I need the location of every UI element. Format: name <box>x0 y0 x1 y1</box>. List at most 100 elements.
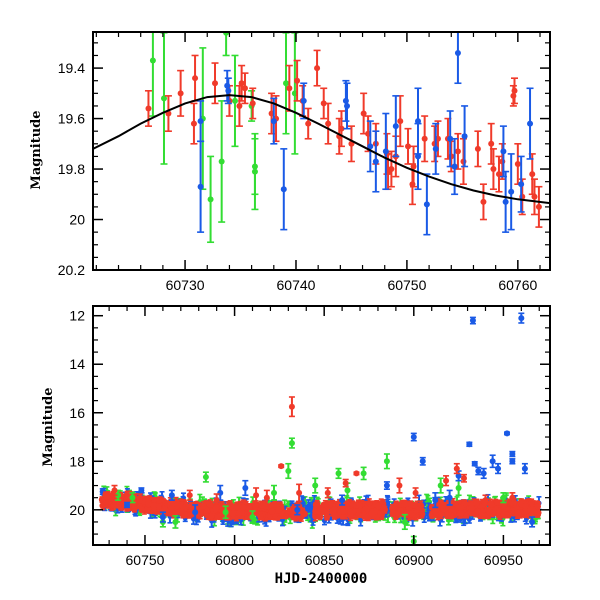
data-point-green-marker <box>149 57 156 64</box>
data-point-red-marker <box>410 163 417 170</box>
data-point-red <box>313 49 321 87</box>
top-y-tick-label: 19.6 <box>58 111 85 127</box>
data-point-blue-marker <box>432 145 439 152</box>
data-point-red-marker <box>305 120 312 127</box>
data-point-red <box>489 148 497 191</box>
data-point-green <box>222 32 230 57</box>
data-point-blue-marker <box>461 133 468 140</box>
data-point-blue-marker <box>518 181 525 188</box>
data-point-red <box>293 59 301 102</box>
data-point-red-marker <box>325 120 332 127</box>
data-point-blue-marker <box>280 186 287 193</box>
data-point-green-marker <box>160 95 167 102</box>
data-point-red-marker <box>241 85 248 92</box>
data-point-red <box>241 72 249 105</box>
data-point-blue <box>366 120 374 173</box>
top-y-tick-label: 20.2 <box>58 262 85 278</box>
data-point-red <box>324 102 332 145</box>
data-point-red-marker <box>405 143 412 150</box>
data-point-red-marker <box>360 110 367 117</box>
data-point-blue-marker <box>508 188 515 195</box>
data-point-red <box>421 115 429 163</box>
data-point-red-marker <box>421 135 428 142</box>
data-point-red <box>454 132 462 170</box>
data-point-red-marker <box>454 148 461 155</box>
data-point-red-marker <box>314 65 321 72</box>
data-point-red-marker <box>320 100 327 107</box>
data-point-red <box>487 122 495 165</box>
data-point-blue-marker <box>372 158 379 165</box>
top-panel: 60730 60740 60750 60760 19.4 19.6 19.8 20 20.2 M… <box>29 31 551 293</box>
data-point-red-marker <box>192 75 199 82</box>
data-point-green <box>149 32 157 117</box>
data-point-red-marker <box>529 171 536 178</box>
data-point-blue-marker <box>270 118 277 125</box>
data-point-green <box>207 155 215 244</box>
data-point-red-marker <box>514 160 521 167</box>
data-point-red <box>530 178 538 216</box>
data-point-green-marker <box>251 168 258 175</box>
data-point-red-marker <box>535 203 542 210</box>
data-point-blue <box>507 153 515 231</box>
bottom-panel-data <box>98 312 542 545</box>
band-point-blue-marker <box>385 499 391 506</box>
data-point-blue-marker <box>447 135 454 142</box>
data-point-blue <box>446 110 454 168</box>
top-y-axis-label: Magnitude <box>29 110 44 189</box>
data-point-blue <box>372 130 380 193</box>
data-point-red-marker <box>388 166 395 173</box>
data-point-red <box>191 54 199 102</box>
top-x-tick-label: 60740 <box>277 277 316 293</box>
data-point-blue-marker <box>367 143 374 150</box>
data-point-red-marker <box>286 85 293 92</box>
data-point-blue-marker <box>300 97 307 104</box>
top-x-tick-label: 60750 <box>387 277 426 293</box>
data-point-blue <box>224 77 232 105</box>
data-point-blue <box>280 148 288 231</box>
data-point-red-marker <box>490 166 497 173</box>
top-panel-data <box>144 32 543 244</box>
data-point-red <box>238 64 246 102</box>
data-point-red <box>337 110 345 148</box>
data-point-green <box>218 100 226 223</box>
data-point-red <box>249 87 257 120</box>
data-point-blue-marker <box>527 120 534 127</box>
data-point-red <box>190 102 198 145</box>
data-point-blue-marker <box>392 123 399 130</box>
data-point-red <box>396 95 404 148</box>
data-point-blue-marker <box>454 49 461 56</box>
data-point-red <box>347 125 355 163</box>
data-point-red-marker <box>531 193 538 200</box>
data-point-red-marker <box>511 87 518 94</box>
data-point-blue <box>414 122 422 191</box>
data-point-red <box>474 130 482 168</box>
data-point-blue <box>270 97 278 145</box>
data-point-red-marker <box>236 102 243 109</box>
data-point-green <box>160 32 168 165</box>
data-point-green-marker <box>283 80 290 87</box>
model-fit-curve <box>93 94 550 205</box>
data-point-red-marker <box>190 120 197 127</box>
top-y-tick-label: 20 <box>69 212 85 228</box>
data-point-blue-marker <box>415 153 422 160</box>
data-point-blue <box>502 170 510 233</box>
data-point-red <box>164 95 172 132</box>
data-point-blue-marker <box>197 183 204 190</box>
data-point-blue-marker <box>423 201 430 208</box>
data-point-red <box>304 107 312 140</box>
data-point-green-marker <box>218 158 225 165</box>
data-point-blue <box>392 95 400 158</box>
data-point-blue <box>499 125 507 178</box>
data-point-red-marker <box>488 140 495 147</box>
data-point-red-marker <box>474 145 481 152</box>
data-point-red-marker <box>338 125 345 132</box>
data-point-green <box>251 132 259 211</box>
data-point-blue <box>197 140 205 233</box>
top-y-tick-label: 19.8 <box>58 161 85 177</box>
data-point-blue <box>461 105 469 168</box>
data-point-blue-marker <box>502 198 509 205</box>
top-frame <box>92 31 551 271</box>
data-point-blue-marker <box>382 148 389 155</box>
